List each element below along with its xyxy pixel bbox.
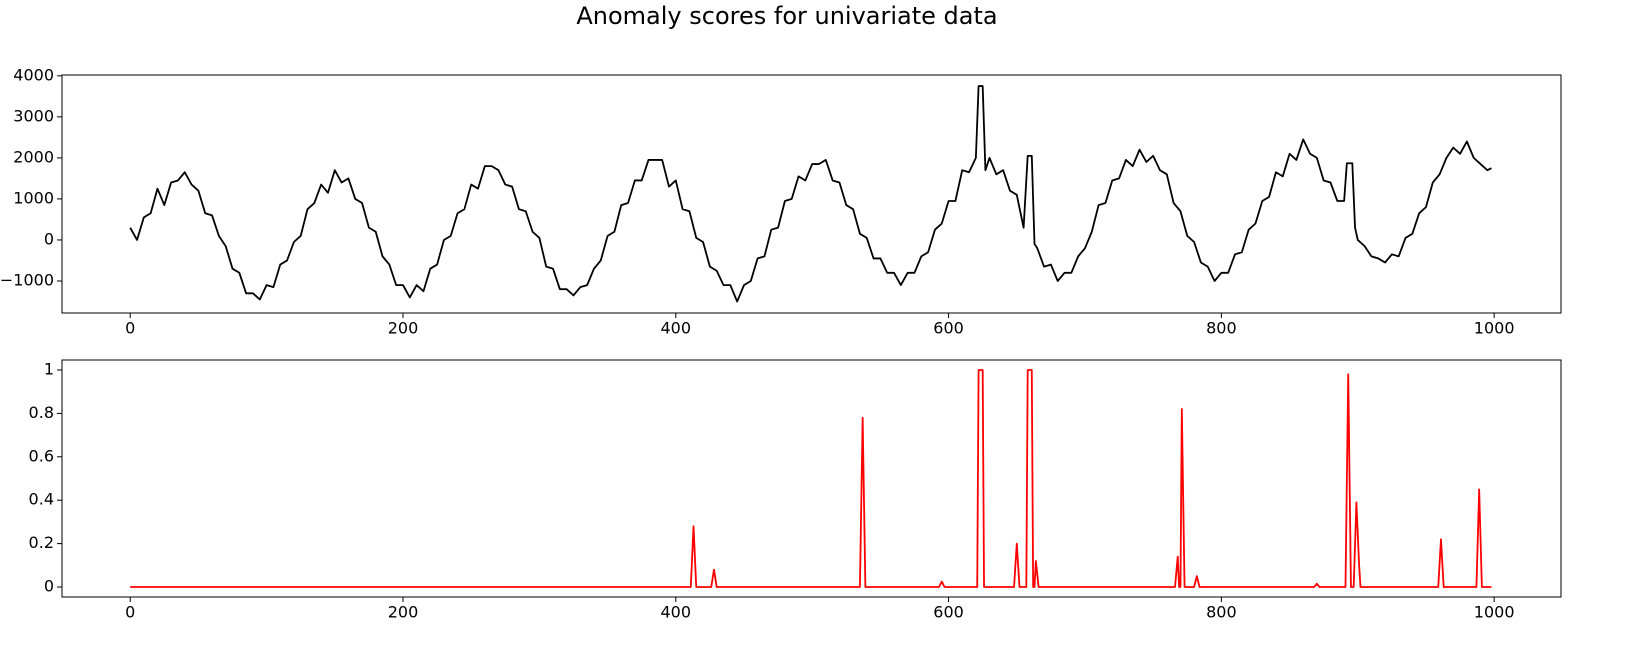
- x-tick-label: 200: [388, 603, 419, 622]
- x-tick-label: 600: [933, 603, 964, 622]
- axes-frame: [61, 359, 1562, 598]
- y-tick-label: 4000: [13, 65, 54, 84]
- x-tick-label: 0: [125, 319, 135, 338]
- axes-frame: [61, 74, 1562, 314]
- y-tick-label: 0.8: [29, 403, 54, 422]
- y-tick-label: 3000: [13, 106, 54, 125]
- x-tick-label: 800: [1206, 319, 1237, 338]
- x-tick-label: 600: [933, 319, 964, 338]
- y-tick-label: 2000: [13, 147, 54, 166]
- x-tick-label: 1000: [1474, 319, 1515, 338]
- x-tick-label: 400: [661, 603, 692, 622]
- y-tick-label: 0: [44, 229, 54, 248]
- x-tick-label: 400: [661, 319, 692, 338]
- data-line: [130, 369, 1492, 588]
- y-tick-label: 1000: [13, 188, 54, 207]
- figure-title: Anomaly scores for univariate data: [576, 2, 997, 30]
- x-tick-label: 0: [125, 603, 135, 622]
- data-line: [129, 85, 1492, 303]
- y-tick-label: 0.2: [29, 533, 54, 552]
- x-tick-label: 200: [388, 319, 419, 338]
- y-tick-label: 0.4: [29, 490, 54, 509]
- y-tick-label: −1000: [0, 270, 54, 289]
- y-tick-label: 1: [44, 359, 54, 378]
- y-tick-label: 0: [44, 577, 54, 596]
- x-tick-label: 800: [1206, 603, 1237, 622]
- x-tick-label: 1000: [1474, 603, 1515, 622]
- y-tick-label: 0.6: [29, 446, 54, 465]
